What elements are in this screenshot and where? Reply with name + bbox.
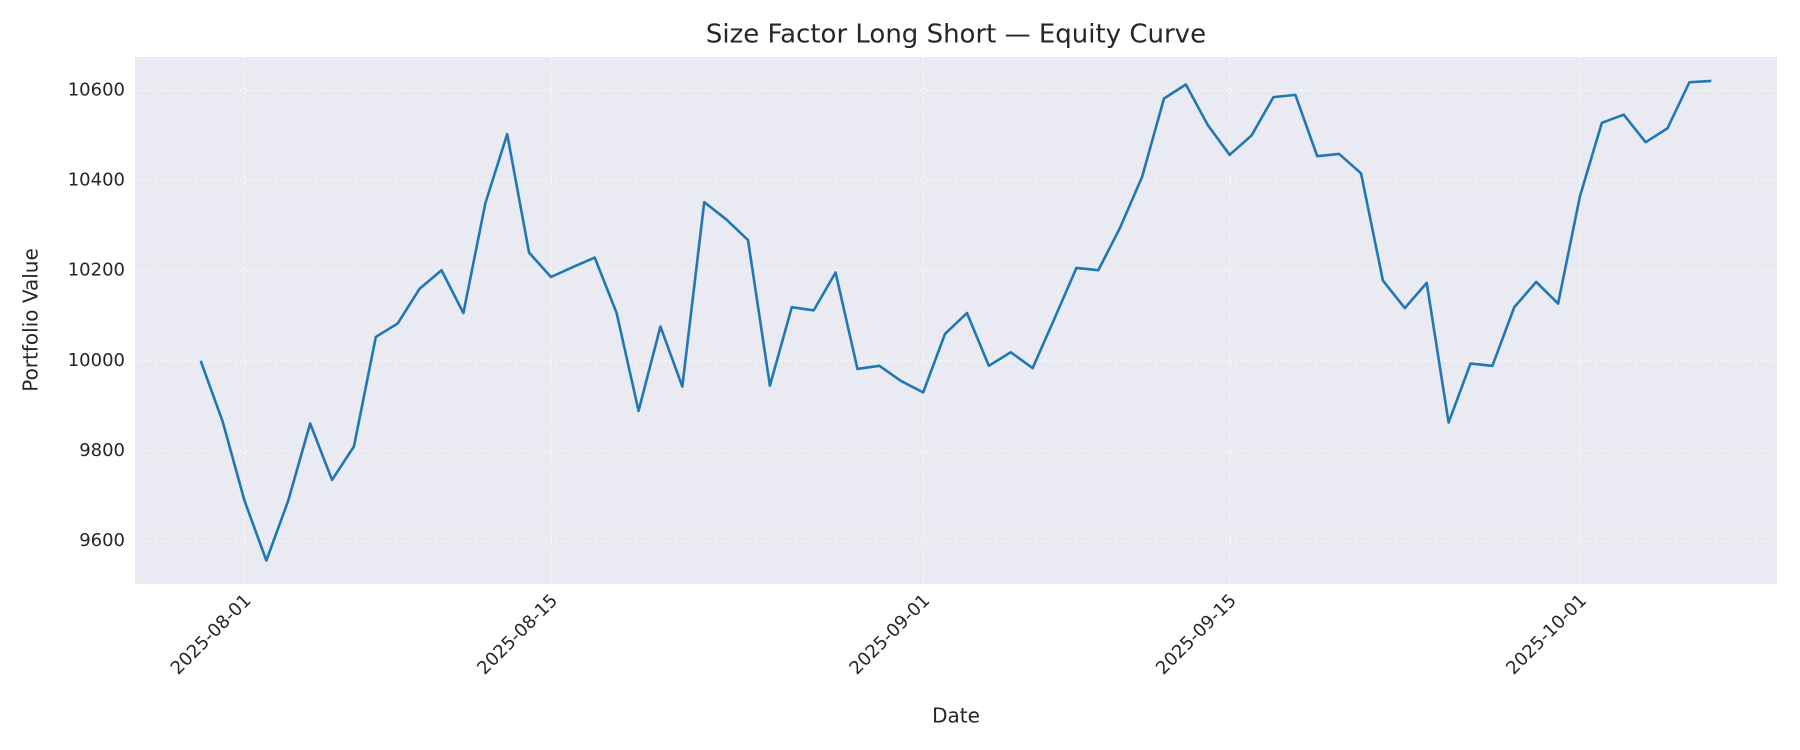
x-axis-label: Date <box>932 704 980 728</box>
x-tick-label: 2025-09-15 <box>1152 590 1241 679</box>
y-tick-label: 10600 <box>68 79 125 100</box>
y-tick-label: 9800 <box>79 440 125 461</box>
y-tick-label: 10400 <box>68 170 125 191</box>
equity-line <box>199 79 1712 562</box>
x-tick-label: 2025-10-01 <box>1502 590 1591 679</box>
x-tick-label: 2025-08-01 <box>167 590 256 679</box>
x-tick-label: 2025-08-15 <box>473 590 562 679</box>
plot-area <box>135 57 1777 584</box>
y-tick-label: 10200 <box>68 260 125 281</box>
y-axis-label: Portfolio Value <box>19 248 43 392</box>
chart-title: Size Factor Long Short — Equity Curve <box>706 20 1206 50</box>
y-tick-label: 9600 <box>79 530 125 551</box>
y-tick-label: 10000 <box>68 350 125 371</box>
x-tick-label: 2025-09-01 <box>845 590 934 679</box>
